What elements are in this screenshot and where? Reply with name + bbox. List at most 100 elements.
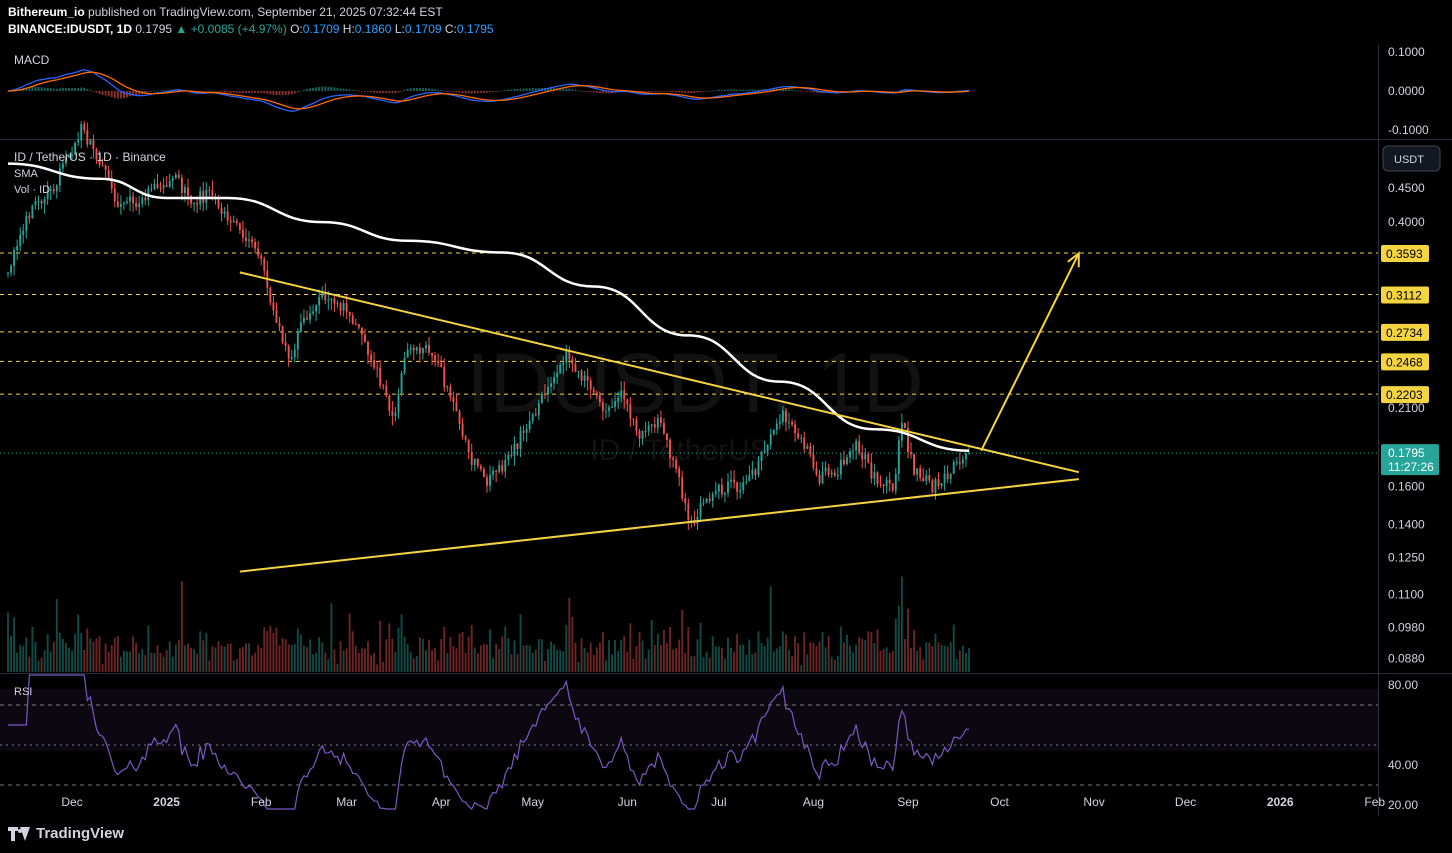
- candle-body: [385, 385, 388, 396]
- candle-body: [339, 303, 342, 311]
- candle-body: [699, 503, 702, 517]
- candle-body: [116, 201, 119, 207]
- candle-body: [220, 207, 223, 214]
- macd-histogram-bar: [733, 89, 736, 91]
- volume-bar: [327, 659, 330, 672]
- candle-body: [577, 370, 580, 372]
- candle-body: [150, 188, 153, 190]
- candle-body: [376, 367, 379, 369]
- volume-bar: [348, 613, 351, 672]
- volume-bar: [687, 626, 690, 672]
- macd-axis-tick: 0.1000: [1388, 45, 1425, 59]
- macd-histogram-bar: [504, 90, 507, 91]
- candle-body: [766, 444, 769, 451]
- candle-body: [571, 359, 574, 365]
- volume-bar: [89, 638, 92, 672]
- macd-histogram-bar: [473, 91, 476, 94]
- candle-body: [669, 439, 671, 459]
- volume-bar: [65, 642, 67, 672]
- macd-histogram-bar: [608, 91, 610, 94]
- volume-bar: [220, 645, 223, 672]
- candle-body: [113, 188, 116, 202]
- volume-bar: [781, 631, 784, 672]
- candle-body: [727, 481, 729, 493]
- macd-histogram-bar: [421, 88, 424, 91]
- macd-histogram-bar: [52, 88, 55, 91]
- candle-body: [666, 433, 668, 440]
- volume-bar: [867, 631, 870, 672]
- candle-body: [110, 177, 113, 189]
- macd-histogram-bar: [547, 87, 549, 91]
- volume-bar: [147, 625, 150, 672]
- candle-body: [22, 230, 25, 235]
- candle-body: [238, 223, 241, 230]
- trendline-upper[interactable]: [239, 271, 1080, 474]
- volume-bar: [449, 636, 452, 672]
- candle-body: [394, 412, 397, 416]
- candle-body: [162, 185, 165, 189]
- candle-body: [68, 155, 70, 158]
- price-axis-tick: 0.4000: [1388, 215, 1425, 229]
- volume-bar: [388, 623, 391, 672]
- candle-body: [656, 417, 659, 428]
- volume-bar: [693, 656, 696, 672]
- candle-body: [745, 480, 748, 483]
- volume-bar: [208, 660, 211, 672]
- volume-bar: [961, 645, 964, 672]
- volume-bar: [19, 645, 22, 672]
- candle-body: [257, 248, 260, 256]
- volume-bar: [833, 659, 836, 672]
- volume-bar: [931, 645, 934, 672]
- tradingview-logo[interactable]: TradingView: [8, 825, 124, 842]
- volume-bar: [562, 651, 565, 672]
- candle-body: [775, 423, 778, 430]
- macd-histogram-bar: [403, 89, 406, 91]
- candle-body: [61, 163, 64, 169]
- macd-histogram-bar: [110, 91, 113, 98]
- candle-body: [437, 360, 440, 364]
- candle-body: [373, 360, 376, 368]
- macd-axis-tick: -0.1000: [1388, 123, 1429, 137]
- candle-body: [458, 411, 461, 424]
- volume-bar: [241, 647, 244, 672]
- volume-bar: [769, 586, 772, 672]
- candle-body: [354, 323, 357, 325]
- macd-histogram-bar: [452, 91, 455, 93]
- volume-bar: [113, 637, 116, 672]
- volume-bar: [428, 639, 430, 672]
- volume-bar: [540, 639, 543, 672]
- candle-body: [849, 451, 851, 458]
- projection-arrow[interactable]: [980, 252, 1080, 452]
- volume-bar: [748, 639, 751, 672]
- macd-histogram-bar: [83, 87, 86, 91]
- volume-bar: [232, 660, 235, 672]
- publisher-name[interactable]: Bithereum_io: [8, 5, 85, 19]
- volume-bar: [22, 646, 25, 672]
- candle-body: [931, 480, 934, 493]
- symbol-name[interactable]: BINANCE:IDUSDT, 1D: [8, 22, 133, 36]
- currency-button[interactable]: [1382, 145, 1441, 172]
- low-value: 0.1709: [404, 22, 442, 36]
- volume-bar: [31, 626, 34, 672]
- candle-body: [177, 174, 180, 178]
- trendline-lower[interactable]: [239, 478, 1079, 573]
- macd-histogram-bar: [351, 90, 354, 91]
- volume-bar: [580, 638, 583, 672]
- macd-histogram-bar: [897, 90, 900, 92]
- volume-bar: [150, 652, 153, 672]
- macd-histogram-bar: [894, 91, 897, 92]
- volume-bar: [772, 651, 775, 672]
- candle-body: [226, 211, 229, 221]
- macd-histogram-bar: [595, 91, 598, 93]
- candle-body: [248, 239, 250, 241]
- macd-histogram-bar: [61, 88, 64, 91]
- candle-body: [330, 298, 333, 300]
- volume-bar: [34, 641, 37, 672]
- macd-histogram-bar: [245, 91, 247, 94]
- x-axis-tick: Mar: [336, 795, 357, 809]
- volume-bar: [86, 628, 89, 672]
- macd-histogram-bar: [446, 91, 449, 92]
- macd-label: MACD: [14, 53, 50, 67]
- volume-bar: [275, 627, 278, 672]
